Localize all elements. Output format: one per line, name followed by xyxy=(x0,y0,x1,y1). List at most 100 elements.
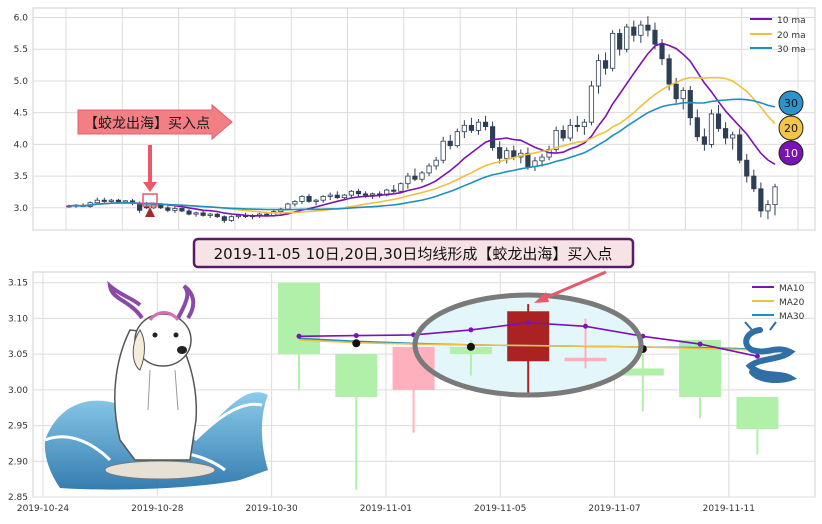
legend-detail-ma30: MA30 xyxy=(779,312,805,322)
overview-candle xyxy=(638,20,644,43)
overview-candle xyxy=(617,28,623,56)
overview-candle xyxy=(588,80,595,126)
detail-candle xyxy=(736,397,779,455)
detail-y-tick: 3.15 xyxy=(8,279,28,289)
overview-candle xyxy=(701,128,707,151)
badge-10: 10 xyxy=(784,147,798,160)
overview-candle xyxy=(722,122,729,145)
overview-candle xyxy=(567,119,573,142)
overview-candle xyxy=(497,141,503,164)
overview-candle xyxy=(652,22,658,50)
overview-candle xyxy=(320,195,326,203)
detail-cross-point xyxy=(466,342,475,351)
detail-legend: MA10 MA20 MA30 xyxy=(752,284,805,322)
legend-detail-ma10: MA10 xyxy=(779,284,805,294)
overview-candle xyxy=(680,87,686,110)
overview-candle xyxy=(765,200,771,220)
overview-candle xyxy=(412,168,418,182)
detail-ma10-point xyxy=(754,353,760,359)
overview-candle xyxy=(440,136,446,164)
detail-ma10-point xyxy=(525,320,531,326)
overview-candle xyxy=(595,54,602,94)
overview-candle xyxy=(730,131,736,150)
overview-y-tick: 4.0 xyxy=(14,140,29,150)
overview-ma10-line xyxy=(68,42,776,217)
overview-candle xyxy=(398,182,404,193)
overview-candle xyxy=(694,109,700,142)
detail-y-tick: 2.85 xyxy=(8,493,28,503)
overview-candle xyxy=(468,117,475,133)
callout-label: 【蛟龙出海】买入点 xyxy=(84,116,210,132)
overview-candle xyxy=(751,169,757,192)
detail-x-tick: 2019-10-28 xyxy=(131,504,184,514)
overview-candle xyxy=(348,190,354,198)
detail-y-tick: 3.10 xyxy=(8,314,28,324)
overview-candle xyxy=(327,192,333,201)
caption-text: 2019-11-05 10日,20日,30日均线形成【蛟龙出海】买入点 xyxy=(214,245,613,263)
overview-legend: 10 ma 20 ma 30 ma xyxy=(750,16,806,55)
detail-ma10-point xyxy=(583,323,588,329)
overview-candle xyxy=(115,198,122,203)
overview-candle xyxy=(447,134,453,150)
overview-candle xyxy=(391,184,397,194)
detail-y-tick: 2.95 xyxy=(8,422,28,432)
overview-candle xyxy=(405,172,411,189)
overview-candle xyxy=(624,23,630,53)
overview-candle xyxy=(631,20,637,42)
badge-30: 30 xyxy=(784,97,798,110)
overview-candle xyxy=(193,211,199,217)
detail-chart-panel: 2.852.902.953.003.053.103.15 2019-10-24 2… xyxy=(8,270,816,514)
detail-y-axis: 2.85 2.90 2.95 3.00 3.05 3.10 3.15 xyxy=(8,279,28,503)
overview-y-tick: 5.5 xyxy=(14,45,28,55)
overview-candle xyxy=(744,153,750,183)
overview-candle xyxy=(708,109,715,148)
buy-point-callout: 【蛟龙出海】买入点 xyxy=(77,103,233,141)
overview-candle xyxy=(581,119,587,135)
detail-x-tick: 2019-10-30 xyxy=(245,504,298,514)
detail-x-tick: 2019-11-11 xyxy=(703,504,755,514)
detail-y-tick: 3.00 xyxy=(8,386,28,396)
overview-candle xyxy=(504,147,510,164)
overview-candle xyxy=(574,115,580,132)
overview-candle xyxy=(172,206,178,213)
detail-ma10-point xyxy=(468,327,474,333)
overview-candle xyxy=(355,188,362,197)
overview-candle xyxy=(200,210,206,217)
detail-ma10-point xyxy=(353,333,359,339)
legend-ma20: 20 ma xyxy=(777,31,806,41)
overview-chart-panel: 3.0 3.5 4.0 4.5 5.0 5.5 6.0 【蛟龙出海】买入点 10 ma 20… xyxy=(14,7,816,231)
overview-candle xyxy=(165,205,171,213)
overview-candle xyxy=(461,120,467,139)
detail-ma10-point xyxy=(697,341,703,347)
detail-y-tick: 3.05 xyxy=(8,350,28,360)
overview-candle xyxy=(525,147,531,170)
overview-candle xyxy=(758,182,764,218)
overview-candle xyxy=(221,215,227,224)
overview-candle xyxy=(475,119,482,135)
overview-candle xyxy=(454,128,460,148)
overview-candle xyxy=(433,157,439,170)
detail-cross-point xyxy=(352,339,361,348)
overview-candle xyxy=(186,209,192,216)
caption-banner: 2019-11-05 10日,20日,30日均线形成【蛟龙出海】买入点 xyxy=(192,237,635,269)
overview-candle xyxy=(737,128,743,164)
overview-candle xyxy=(715,105,722,132)
highlight-ellipse-outline xyxy=(412,292,644,398)
overview-candle xyxy=(645,16,651,37)
overview-y-tick: 4.5 xyxy=(14,109,28,119)
overview-candle xyxy=(306,193,312,203)
overview-y-tick: 3.5 xyxy=(14,172,28,182)
highlight-arrow xyxy=(534,270,607,303)
detail-candle xyxy=(335,354,378,490)
overview-candle xyxy=(292,200,298,207)
detail-x-tick: 2019-11-01 xyxy=(360,504,412,514)
detail-x-tick: 2019-11-05 xyxy=(474,504,526,514)
detail-y-tick: 2.90 xyxy=(8,457,28,467)
overview-candle xyxy=(602,52,609,75)
overview-candle xyxy=(687,86,693,126)
ma-badges: 30 20 10 xyxy=(778,90,804,166)
detail-ma20-line xyxy=(298,339,758,351)
overview-candle xyxy=(207,212,213,218)
badge-20: 20 xyxy=(784,122,798,135)
